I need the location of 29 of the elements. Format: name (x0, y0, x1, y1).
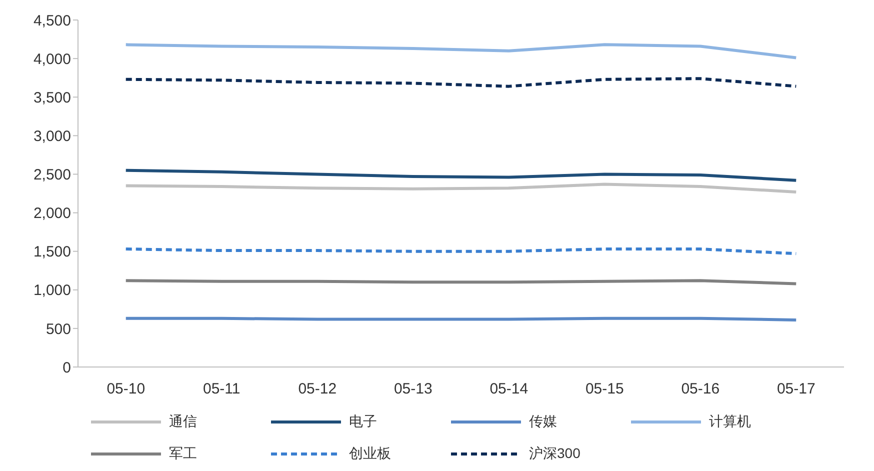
y-tick-label: 500 (46, 320, 71, 338)
line-series (124, 182, 798, 194)
line-series (124, 43, 798, 60)
legend-label: 传媒 (529, 413, 557, 431)
y-tick-label: 4,000 (33, 50, 71, 68)
y-tick-label: 1,500 (33, 244, 71, 261)
x-tick-label: 05-10 (106, 380, 146, 398)
x-tick-label: 05-15 (585, 380, 624, 398)
x-tick-label: 05-12 (298, 380, 337, 398)
line-series (124, 168, 798, 182)
y-tick-label: 2,500 (33, 166, 71, 184)
legend-label: 计算机 (709, 413, 751, 431)
y-tick-label: 3,000 (33, 128, 71, 145)
legend-label: 军工 (169, 445, 197, 463)
y-tick-label: 3,500 (33, 89, 71, 106)
y-tick-label: 2,000 (33, 205, 71, 222)
legend-label: 创业板 (349, 445, 391, 463)
x-tick-label: 05-16 (681, 380, 720, 398)
x-tick-label: 05-11 (202, 380, 240, 398)
y-tick-label: 1,000 (33, 282, 71, 300)
legend-label: 沪深300 (529, 445, 580, 463)
legend-label: 电子 (349, 413, 377, 431)
y-tick-label: 0 (62, 359, 71, 376)
legend-label: 通信 (169, 413, 197, 431)
x-tick-label: 05-14 (490, 380, 528, 398)
x-tick-label: 05-17 (776, 380, 816, 398)
y-tick-label: 4,500 (33, 12, 71, 30)
line-series (124, 77, 798, 88)
x-tick-label: 05-13 (394, 380, 432, 398)
